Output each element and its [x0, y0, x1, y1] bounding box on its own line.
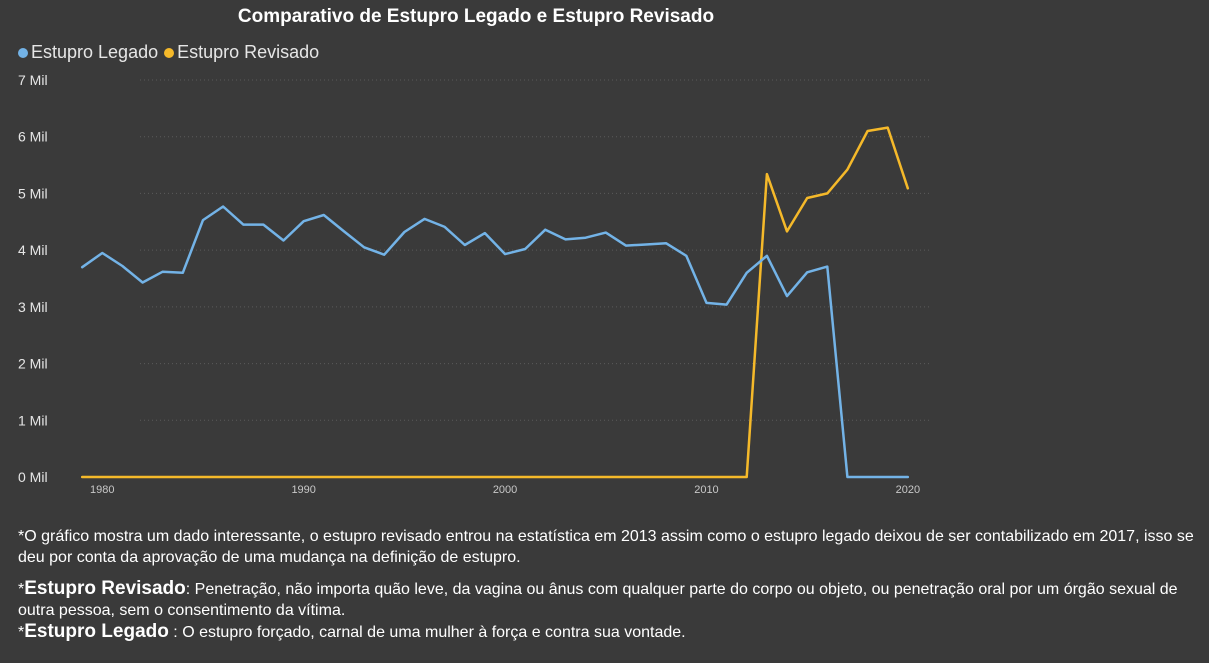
- definition-term-legado: Estupro Legado: [24, 621, 169, 642]
- observation-note: *O gráfico mostra um dado interessante, …: [18, 528, 1194, 566]
- x-tick-label: 2000: [493, 484, 517, 496]
- legend-dot-revisado-icon: [164, 47, 175, 58]
- series-line-revisado: [80, 126, 910, 479]
- definition-prefix: *: [18, 624, 25, 641]
- legend-dot-legado-icon: [18, 47, 28, 58]
- x-tick-label: 2010: [694, 484, 718, 496]
- legend-label-legado: Estupro Legado: [31, 42, 159, 62]
- legend: Estupro Legado Estupro Revisado: [18, 42, 325, 63]
- x-tick-label: 1990: [291, 484, 315, 496]
- y-tick-label: 0 Mil: [18, 469, 48, 485]
- chart-title: Comparativo de Estupro Legado e Estupro …: [237, 6, 715, 27]
- definition-text-legado: : O estupro forçado, carnal de uma mulhe…: [168, 624, 686, 641]
- definition-prefix: *: [18, 581, 25, 598]
- x-tick-label: 2020: [896, 484, 920, 496]
- legend-item-legado[interactable]: Estupro Legado: [18, 42, 158, 63]
- legend-item-revisado[interactable]: Estupro Revisado: [164, 42, 319, 63]
- y-tick-label: 1 Mil: [18, 412, 48, 428]
- series-line-legado: [80, 205, 910, 479]
- notes-section: *O gráfico mostra um dado interessante, …: [18, 526, 1203, 643]
- y-tick-label: 3 Mil: [18, 299, 48, 315]
- x-tick-label: 1980: [90, 484, 114, 496]
- y-tick-label: 6 Mil: [18, 129, 48, 145]
- y-tick-label: 2 Mil: [18, 356, 48, 372]
- definition-revisado: *Estupro Revisado: Penetração, não impor…: [18, 578, 1203, 621]
- legend-label-revisado: Estupro Revisado: [177, 42, 320, 62]
- definition-text-revisado: : Penetração, não importa quão leve, da …: [18, 581, 1178, 619]
- y-tick-label: 5 Mil: [18, 185, 48, 201]
- definition-term-revisado: Estupro Revisado: [24, 578, 186, 599]
- definition-legado: *Estupro Legado : O estupro forçado, car…: [18, 621, 1203, 643]
- line-chart: 0 Mil 1 Mil 2 Mil 3 Mil 4 Mil 5 Mil 6 Mil 7 Mil…: [18, 72, 930, 496]
- y-tick-label: 7 Mil: [18, 72, 48, 88]
- y-tick-label: 4 Mil: [18, 242, 48, 258]
